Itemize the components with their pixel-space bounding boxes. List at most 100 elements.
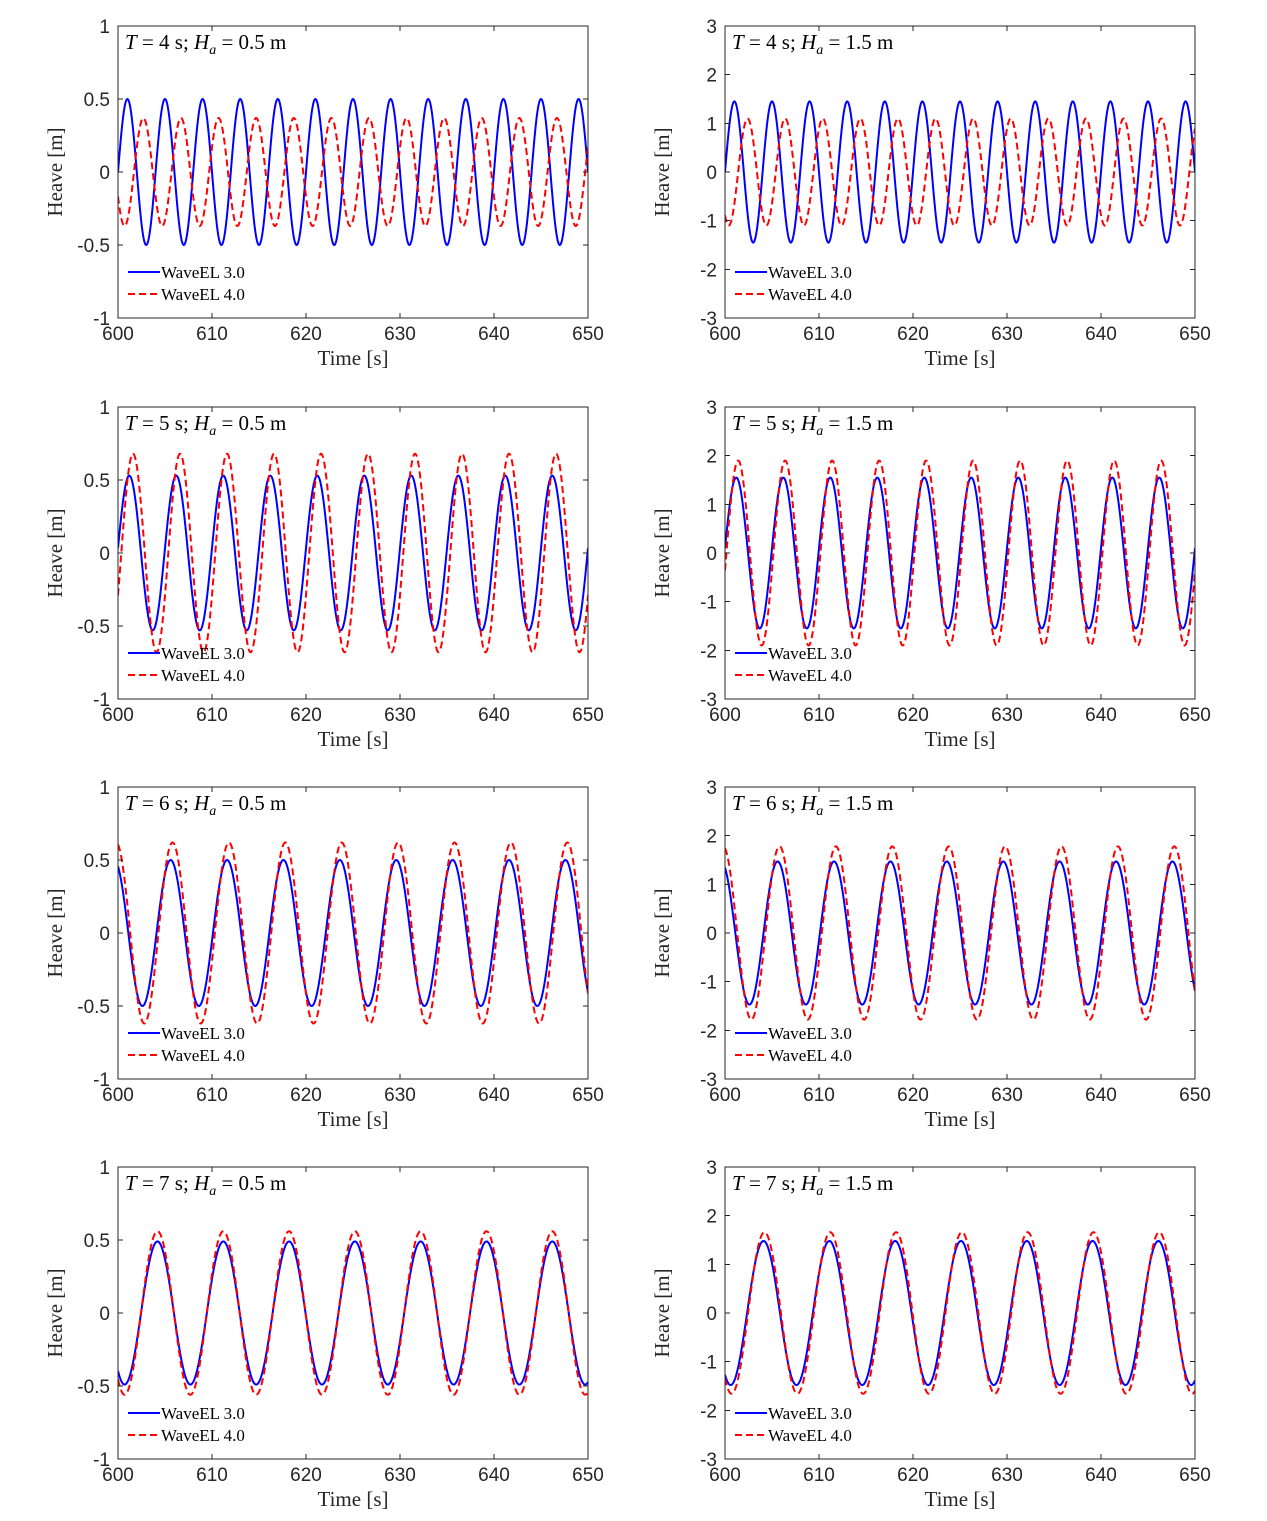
y-axis-label: Heave [m] [650, 127, 674, 216]
y-tick-label: -3 [700, 309, 717, 330]
y-tick-label: 0 [99, 544, 110, 565]
x-tick-label: 600 [102, 324, 134, 345]
x-tick-label: 620 [290, 1465, 322, 1486]
series-line-waveel-3 [118, 859, 588, 1007]
panel-title: T = 5 s; Ha = 1.5 m [732, 411, 893, 439]
x-tick-label: 620 [897, 1085, 929, 1106]
y-axis-label: Heave [m] [43, 508, 67, 597]
x-tick-label: 620 [897, 324, 929, 345]
x-tick-label: 650 [1179, 705, 1211, 726]
series-line-waveel-3 [725, 100, 1195, 244]
y-tick-label: 2 [706, 447, 717, 468]
y-tick-label: 3 [706, 1158, 717, 1179]
y-axis-label: Heave [m] [650, 1268, 674, 1357]
heave-panel-2: 600 610 620 630 640 650 -3 -2 -1 0 1 2 3 Time [s] Heav… [650, 17, 1211, 370]
legend-label-waveel-4: WaveEL 4.0 [768, 1046, 852, 1065]
x-tick-label: 640 [1085, 1085, 1117, 1106]
title-T: T [732, 791, 745, 815]
y-tick-label: 2 [706, 66, 717, 87]
panel-title: T = 7 s; Ha = 1.5 m [732, 1171, 893, 1199]
x-tick-label: 620 [290, 705, 322, 726]
title-height: = 1.5 m [823, 1171, 893, 1195]
title-T: T [732, 30, 745, 54]
series-line-waveel-3 [725, 860, 1195, 1006]
title-T: T [125, 30, 138, 54]
y-tick-label: 1 [99, 1158, 110, 1179]
x-tick-label: 640 [478, 324, 510, 345]
series-line-waveel-4 [725, 117, 1195, 227]
title-period: = 4 s; [744, 30, 801, 54]
y-tick-label: 1 [706, 1255, 717, 1276]
x-tick-label: 600 [709, 1085, 741, 1106]
x-tick-label: 600 [102, 1085, 134, 1106]
y-tick-label: 1 [706, 495, 717, 516]
x-axis-label: Time [s] [318, 727, 389, 751]
y-tick-label: -0.5 [77, 997, 110, 1018]
legend-label-waveel-3: WaveEL 3.0 [161, 644, 245, 663]
x-tick-label: 640 [1085, 705, 1117, 726]
x-axis-label: Time [s] [925, 1487, 996, 1511]
x-tick-label: 610 [196, 1085, 228, 1106]
legend-label-waveel-3: WaveEL 3.0 [768, 263, 852, 282]
legend-label-waveel-3: WaveEL 3.0 [161, 1404, 245, 1423]
heave-panel-5: 600 610 620 630 640 650 -1 -0.5 0 0.5 1 Time [s] Hea… [43, 778, 604, 1131]
title-T: T [125, 791, 138, 815]
y-tick-label: 3 [706, 398, 717, 419]
title-period: = 4 s; [137, 30, 194, 54]
title-height: = 1.5 m [823, 411, 893, 435]
x-tick-label: 610 [803, 705, 835, 726]
title-height: = 1.5 m [823, 30, 893, 54]
title-H: H [800, 411, 818, 435]
y-tick-label: 0.5 [84, 471, 110, 492]
y-tick-label: -1 [700, 212, 717, 233]
y-tick-label: 2 [706, 827, 717, 848]
title-height: = 0.5 m [216, 30, 286, 54]
x-tick-label: 610 [196, 324, 228, 345]
y-tick-label: 0 [706, 544, 717, 565]
panel-title: T = 6 s; Ha = 1.5 m [732, 791, 893, 819]
x-tick-label: 600 [102, 1465, 134, 1486]
y-tick-label: -3 [700, 1450, 717, 1471]
x-tick-label: 630 [384, 324, 416, 345]
legend-label-waveel-3: WaveEL 3.0 [768, 1404, 852, 1423]
y-tick-label: 2 [706, 1207, 717, 1228]
title-H: H [193, 30, 211, 54]
legend-label-waveel-3: WaveEL 3.0 [768, 644, 852, 663]
legend-label-waveel-3: WaveEL 3.0 [161, 1024, 245, 1043]
x-tick-label: 650 [572, 1085, 604, 1106]
x-tick-label: 650 [572, 705, 604, 726]
title-height: = 0.5 m [216, 411, 286, 435]
y-tick-label: 0 [706, 924, 717, 945]
title-period: = 6 s; [137, 791, 194, 815]
heave-panel-4: 600 610 620 630 640 650 -3 -2 -1 0 1 2 3 Time [s] Heav… [650, 398, 1211, 751]
x-tick-label: 630 [991, 705, 1023, 726]
title-H-subscript: a [816, 1184, 823, 1199]
x-tick-label: 640 [1085, 1465, 1117, 1486]
series-line-waveel-4 [118, 117, 588, 227]
series-line-waveel-4 [118, 841, 588, 1025]
panel-title: T = 7 s; Ha = 0.5 m [125, 1171, 286, 1199]
series-line-waveel-3 [725, 476, 1195, 630]
series-line-waveel-4 [118, 1230, 588, 1396]
y-tick-label: -1 [700, 973, 717, 994]
x-tick-label: 630 [384, 1085, 416, 1106]
legend-label-waveel-3: WaveEL 3.0 [768, 1024, 852, 1043]
y-tick-label: 0.5 [84, 851, 110, 872]
x-axis-label: Time [s] [318, 1487, 389, 1511]
x-tick-label: 620 [897, 705, 929, 726]
title-period: = 7 s; [744, 1171, 801, 1195]
series-line-waveel-3 [118, 1240, 588, 1386]
legend-label-waveel-4: WaveEL 4.0 [161, 285, 245, 304]
y-axis-label: Heave [m] [650, 508, 674, 597]
y-tick-label: -1 [93, 309, 110, 330]
x-tick-label: 600 [102, 705, 134, 726]
x-axis-label: Time [s] [925, 346, 996, 370]
y-tick-label: 0 [99, 924, 110, 945]
x-tick-label: 650 [572, 1465, 604, 1486]
legend-label-waveel-4: WaveEL 4.0 [768, 285, 852, 304]
x-tick-label: 630 [991, 324, 1023, 345]
series-line-waveel-4 [725, 1231, 1195, 1395]
x-tick-label: 620 [290, 1085, 322, 1106]
series-line-waveel-4 [725, 459, 1195, 647]
x-tick-label: 630 [384, 705, 416, 726]
